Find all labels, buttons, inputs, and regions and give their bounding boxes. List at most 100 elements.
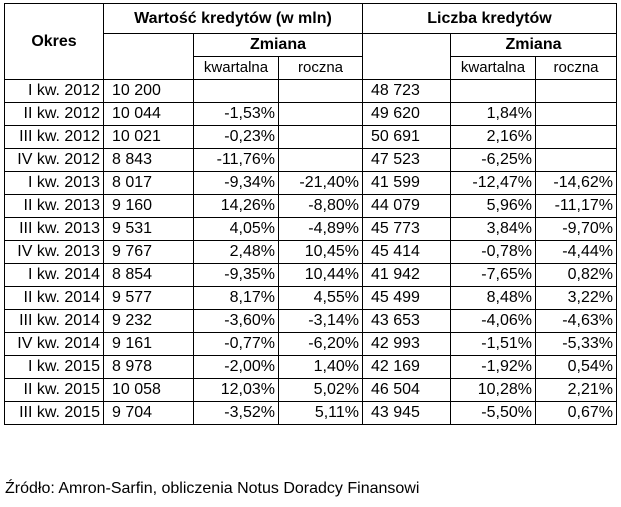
table-row: IV kw. 2012 8 843 -11,76% 47 523 -6,25% — [4, 148, 617, 172]
count-quarterly-change-cell: -4,06% — [450, 309, 536, 333]
count-group-header: Liczba kredytów — [362, 3, 617, 34]
period-cell: I kw. 2012 — [4, 79, 104, 103]
count-quarterly-change-cell: -7,65% — [450, 263, 536, 287]
value-cell: 9 767 — [103, 240, 194, 264]
count-yearly-change-cell — [535, 148, 617, 172]
value-change-header: Zmiana — [193, 33, 363, 57]
value-cell: 10 044 — [103, 102, 194, 126]
value-quarterly-change-cell: -2,00% — [193, 355, 279, 379]
table-row: III kw. 2012 10 021 -0,23% 50 691 2,16% — [4, 125, 617, 149]
value-quarterly-change-cell: 4,05% — [193, 217, 279, 241]
value-yearly-change-cell — [278, 148, 363, 172]
table-row: II kw. 2012 10 044 -1,53% 49 620 1,84% — [4, 102, 617, 126]
period-cell: II kw. 2015 — [4, 378, 104, 402]
period-cell: II kw. 2012 — [4, 102, 104, 126]
value-quarterly-change-cell: 2,48% — [193, 240, 279, 264]
period-cell: II kw. 2014 — [4, 286, 104, 310]
count-yearly-change-cell — [535, 102, 617, 126]
count-cell: 44 079 — [362, 194, 451, 218]
count-cell: 48 723 — [362, 79, 451, 103]
value-yearly-header: roczna — [278, 56, 363, 80]
period-cell: I kw. 2014 — [4, 263, 104, 287]
value-yearly-change-cell: 4,55% — [278, 286, 363, 310]
count-yearly-change-cell: -9,70% — [535, 217, 617, 241]
value-cell: 9 577 — [103, 286, 194, 310]
count-cell: 45 414 — [362, 240, 451, 264]
value-yearly-change-cell — [278, 125, 363, 149]
period-cell: I kw. 2015 — [4, 355, 104, 379]
count-cell: 45 773 — [362, 217, 451, 241]
period-cell: I kw. 2013 — [4, 171, 104, 195]
count-cell: 41 942 — [362, 263, 451, 287]
count-cell: 46 504 — [362, 378, 451, 402]
period-cell: IV kw. 2012 — [4, 148, 104, 172]
value-cell: 8 843 — [103, 148, 194, 172]
value-yearly-change-cell: 5,02% — [278, 378, 363, 402]
period-cell: IV kw. 2014 — [4, 332, 104, 356]
value-yearly-change-cell: 10,45% — [278, 240, 363, 264]
value-cell: 10 021 — [103, 125, 194, 149]
table-row: III kw. 2015 9 704 -3,52% 5,11% 43 945 -5,50%… — [4, 401, 617, 425]
value-yearly-change-cell: -21,40% — [278, 171, 363, 195]
value-cell: 10 058 — [103, 378, 194, 402]
value-yearly-change-cell: -3,14% — [278, 309, 363, 333]
value-yearly-change-cell: -6,20% — [278, 332, 363, 356]
value-yearly-change-cell: 10,44% — [278, 263, 363, 287]
value-quarterly-change-cell — [193, 79, 279, 103]
value-yearly-change-cell: -4,89% — [278, 217, 363, 241]
count-quarterly-change-cell: 8,48% — [450, 286, 536, 310]
count-cell: 45 499 — [362, 286, 451, 310]
value-yearly-change-cell — [278, 79, 363, 103]
okres-header: Okres — [4, 3, 104, 80]
count-quarterly-change-cell: -0,78% — [450, 240, 536, 264]
count-yearly-change-cell: -11,17% — [535, 194, 617, 218]
value-cell: 9 161 — [103, 332, 194, 356]
table-row: II kw. 2013 9 160 14,26% -8,80% 44 079 5,96% -… — [4, 194, 617, 218]
value-quarterly-header: kwartalna — [193, 56, 279, 80]
value-quarterly-change-cell: -3,60% — [193, 309, 279, 333]
value-quarterly-change-cell: -1,53% — [193, 102, 279, 126]
value-cell: 10 200 — [103, 79, 194, 103]
table-row: I kw. 2012 10 200 48 723 — [4, 79, 617, 103]
value-quarterly-change-cell: -9,35% — [193, 263, 279, 287]
table-row: III kw. 2014 9 232 -3,60% -3,14% 43 653 -4,06… — [4, 309, 617, 333]
count-yearly-change-cell: 0,82% — [535, 263, 617, 287]
value-group-header: Wartość kredytów (w mln) — [103, 3, 363, 34]
count-quarterly-change-cell: -6,25% — [450, 148, 536, 172]
value-cell: 9 531 — [103, 217, 194, 241]
value-yearly-change-cell: -8,80% — [278, 194, 363, 218]
count-quarterly-change-cell — [450, 79, 536, 103]
count-yearly-header: roczna — [535, 56, 617, 80]
table-row: IV kw. 2013 9 767 2,48% 10,45% 45 414 -0,78% -… — [4, 240, 617, 264]
value-quarterly-change-cell: 14,26% — [193, 194, 279, 218]
table-row: I kw. 2015 8 978 -2,00% 1,40% 42 169 -1,92% 0,… — [4, 355, 617, 379]
table-body: I kw. 2012 10 200 48 723 II kw. 2012 10 044-… — [4, 79, 617, 425]
period-cell: III kw. 2012 — [4, 125, 104, 149]
table-row: II kw. 2015 10 058 12,03% 5,02% 46 504 10,28%… — [4, 378, 617, 402]
count-quarterly-change-cell: 10,28% — [450, 378, 536, 402]
count-yearly-change-cell: 2,21% — [535, 378, 617, 402]
count-quarterly-change-cell: -1,51% — [450, 332, 536, 356]
count-cell: 43 653 — [362, 309, 451, 333]
value-quarterly-change-cell: -0,77% — [193, 332, 279, 356]
count-change-header: Zmiana — [450, 33, 617, 57]
count-yearly-change-cell: -4,63% — [535, 309, 617, 333]
value-quarterly-change-cell: 12,03% — [193, 378, 279, 402]
value-cell: 9 232 — [103, 309, 194, 333]
value-yearly-change-cell — [278, 102, 363, 126]
count-quarterly-change-cell: 2,16% — [450, 125, 536, 149]
count-quarterly-change-cell: 3,84% — [450, 217, 536, 241]
value-quarterly-change-cell: -0,23% — [193, 125, 279, 149]
count-blank-header — [362, 33, 451, 80]
value-quarterly-change-cell: -11,76% — [193, 148, 279, 172]
table-row: I kw. 2013 8 017 -9,34% -21,40% 41 599 -12,47… — [4, 171, 617, 195]
count-quarterly-change-cell: 5,96% — [450, 194, 536, 218]
value-cell: 9 704 — [103, 401, 194, 425]
value-blank-header — [103, 33, 194, 80]
value-cell: 8 978 — [103, 355, 194, 379]
count-cell: 43 945 — [362, 401, 451, 425]
count-cell: 49 620 — [362, 102, 451, 126]
table-row: II kw. 2014 9 577 8,17% 4,55% 45 499 8,48% 3,2… — [4, 286, 617, 310]
count-yearly-change-cell: -5,33% — [535, 332, 617, 356]
count-yearly-change-cell: -4,44% — [535, 240, 617, 264]
